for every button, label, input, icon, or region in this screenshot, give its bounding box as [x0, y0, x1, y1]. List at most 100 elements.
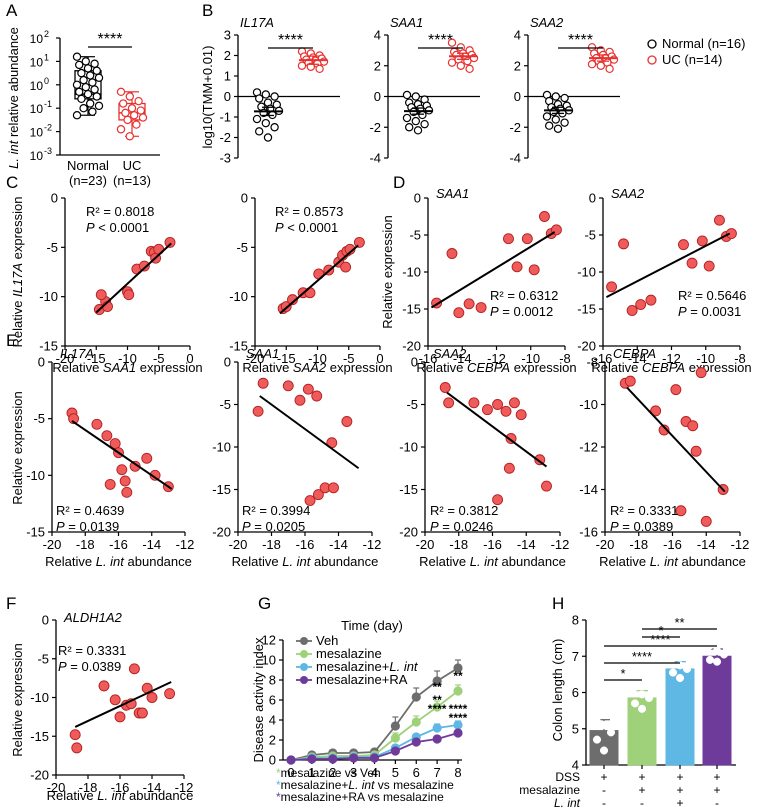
E1-ytick-label: 0 [224, 355, 231, 370]
panel-letter-E: E [6, 331, 17, 350]
E1-ytick-label: -15 [212, 482, 231, 497]
F-p-part-1: = 0.0389 [67, 659, 122, 674]
C1-p-part-0: P [275, 220, 284, 235]
E2-xlabel-part-2: abundance [498, 554, 566, 569]
E2-ytick-label: -20 [399, 525, 418, 540]
H-point [630, 699, 640, 708]
B2-ytick-label: -4 [509, 151, 521, 166]
E0-p: P = 0.0139 [56, 519, 119, 534]
B0-ytick-label: -1 [219, 110, 231, 125]
G-point-3 [432, 734, 442, 744]
G-xtick-label: 7 [434, 765, 441, 780]
F-xtick-label: -20 [47, 780, 66, 795]
C0-point [138, 260, 150, 272]
E1-xlabel-part-2: abundance [310, 554, 378, 569]
E3-point [675, 505, 687, 517]
G-legend-label: mesalazine+L. int [316, 659, 419, 674]
G-footnote-part-2: L. int [348, 778, 375, 792]
C0-ytick-label: -5 [46, 240, 58, 255]
G-point-3 [390, 746, 400, 756]
H-ytick-label: 8 [572, 613, 579, 628]
B0-point [255, 94, 264, 103]
B2-point [587, 60, 597, 69]
A-point-Normal [94, 73, 104, 82]
D0-title: SAA1 [436, 186, 469, 201]
E1-xtick-label: -16 [296, 537, 315, 552]
F-r2: R² = 0.3331 [58, 643, 126, 658]
E2-xtick-label: -18 [449, 537, 468, 552]
B2-point [545, 121, 554, 130]
A-ylabel-part-1: relative abundance [6, 27, 21, 140]
G-point-3 [453, 728, 463, 738]
A-point-UC [125, 92, 135, 101]
E2-point [503, 462, 515, 474]
G-point-2 [432, 723, 442, 733]
B1-sig-label: **** [428, 32, 453, 49]
H-design-cell: + [713, 783, 720, 797]
B2-point [596, 61, 606, 70]
A-point-Normal [85, 99, 95, 108]
G-point-3 [307, 754, 317, 764]
H-design-cell: + [676, 783, 683, 797]
E3-xlabel: Relative L. int abundance [599, 554, 746, 569]
B0-ytick-label: 2 [224, 48, 231, 63]
C1-ytick-label: 0 [241, 191, 248, 206]
B1-point [411, 116, 420, 126]
G-legend-label-part-1: L. int [389, 659, 419, 674]
G-ytick-label: 12 [262, 633, 276, 648]
B1-point [447, 38, 457, 47]
E3-title: CEBPA [613, 346, 656, 361]
F-p-part-0: P [58, 659, 67, 674]
E1-point [312, 489, 324, 501]
G-point-1 [453, 686, 463, 696]
E2-point [492, 399, 504, 410]
B1-point [402, 90, 412, 100]
panel-letter-D: D [393, 173, 405, 192]
E0-xlabel-part-2: abundance [124, 554, 192, 569]
G-point-3 [349, 753, 359, 763]
A-point-UC [136, 106, 145, 115]
G-sig-label: **** [428, 702, 447, 716]
D0-point [446, 248, 458, 259]
E0-point [104, 478, 116, 490]
G-point-3 [369, 753, 380, 763]
A-xtick-sub: (n=13) [113, 173, 151, 188]
B0-ytick-label: -3 [219, 151, 231, 166]
H-design-cell: - [640, 796, 644, 807]
panel-letter-C: C [6, 173, 18, 192]
A-point-Normal [92, 66, 102, 75]
D0-point [528, 264, 540, 276]
H-design-row-label: L. int [554, 796, 581, 807]
H-point [599, 721, 609, 730]
D0-ytick-label: 0 [414, 191, 421, 206]
C1-xtick-label: -5 [343, 351, 355, 366]
E3-point [624, 375, 636, 387]
G-ylabel: Disease activity index [251, 637, 266, 762]
G-footnote-part-1: mesalazine+RA vs mesalazine [281, 790, 444, 804]
D1-xtick-label: -12 [662, 351, 681, 366]
E3-point [650, 405, 662, 417]
A-point-UC [125, 132, 135, 141]
G-point-0 [411, 692, 421, 702]
G-xtick-label: 3 [350, 765, 357, 780]
panel-letter-B: B [202, 1, 213, 20]
F-ytick-label: -20 [30, 768, 49, 783]
G-sig-label: ** [432, 680, 442, 694]
G-legend-marker [300, 637, 308, 645]
A-point-UC [138, 113, 148, 122]
F-xlabel-part-2: abundance [125, 788, 193, 803]
E1-point [252, 405, 264, 417]
F-point [114, 711, 126, 723]
D1-xtick-label: -10 [696, 351, 715, 366]
E2-point [515, 409, 527, 421]
G-footnote-part-0: * [276, 790, 281, 804]
H-design-cell: + [638, 770, 645, 784]
B0-point [261, 90, 270, 99]
E1-title: SAA1 [246, 346, 279, 361]
C0-r2: R² = 0.8018 [86, 204, 154, 219]
E0-point [116, 464, 128, 476]
F-point [98, 680, 110, 692]
F-xtick-label: -12 [175, 780, 194, 795]
E2-point [508, 397, 520, 409]
D1-ytick-label: -10 [577, 265, 596, 280]
